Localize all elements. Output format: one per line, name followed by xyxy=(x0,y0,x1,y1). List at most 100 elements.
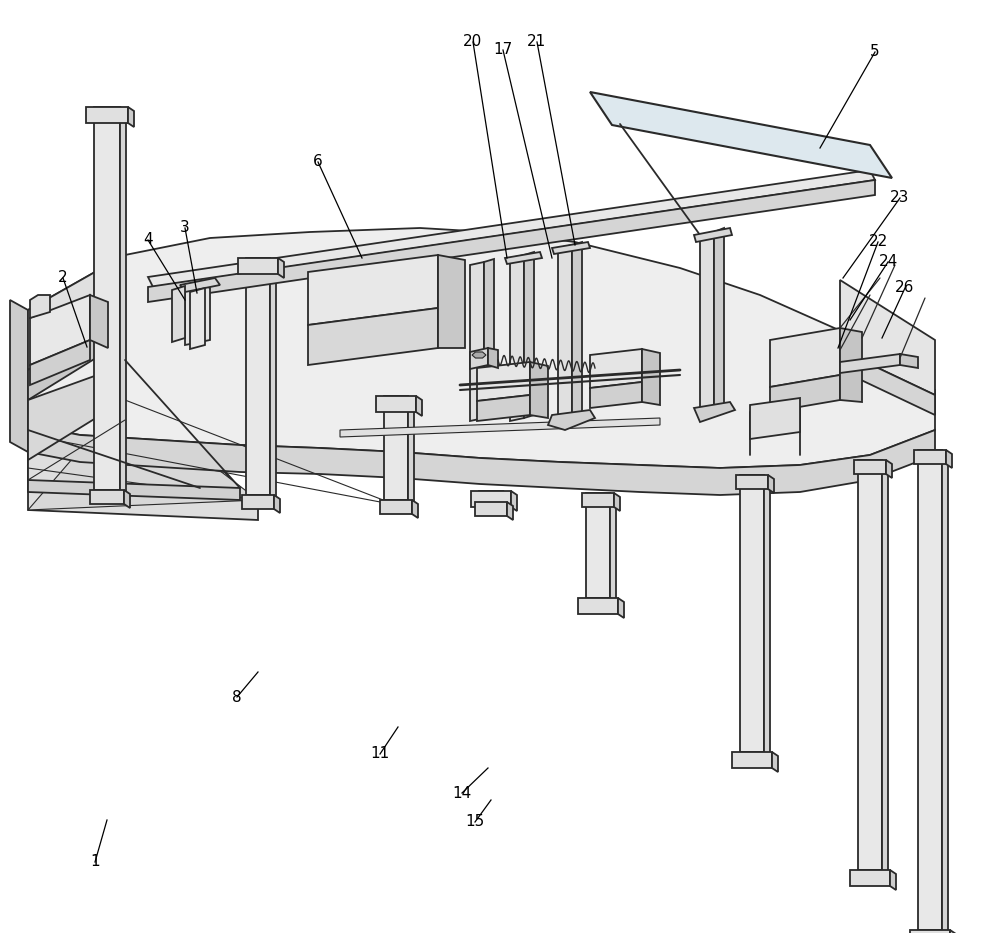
Text: 6: 6 xyxy=(313,155,323,170)
Polygon shape xyxy=(471,491,511,507)
Polygon shape xyxy=(610,493,616,602)
Polygon shape xyxy=(840,350,935,415)
Polygon shape xyxy=(714,228,724,410)
Polygon shape xyxy=(586,493,610,598)
Polygon shape xyxy=(488,348,498,368)
Polygon shape xyxy=(740,475,764,752)
Polygon shape xyxy=(28,480,240,500)
Polygon shape xyxy=(772,752,778,772)
Polygon shape xyxy=(694,402,735,422)
Polygon shape xyxy=(408,396,414,504)
Polygon shape xyxy=(507,502,513,520)
Text: 3: 3 xyxy=(180,220,190,235)
Polygon shape xyxy=(882,460,888,874)
Polygon shape xyxy=(384,396,408,500)
Polygon shape xyxy=(28,228,935,468)
Polygon shape xyxy=(148,170,875,287)
Polygon shape xyxy=(736,475,768,489)
Polygon shape xyxy=(28,310,125,400)
Polygon shape xyxy=(890,870,896,890)
Polygon shape xyxy=(172,286,185,342)
Polygon shape xyxy=(503,491,509,506)
Polygon shape xyxy=(750,398,800,439)
Polygon shape xyxy=(380,500,412,514)
Polygon shape xyxy=(86,107,128,123)
Polygon shape xyxy=(28,398,258,510)
Polygon shape xyxy=(900,354,918,368)
Polygon shape xyxy=(477,395,530,421)
Polygon shape xyxy=(840,280,935,395)
Polygon shape xyxy=(308,255,438,325)
Polygon shape xyxy=(278,258,284,278)
Polygon shape xyxy=(552,242,590,254)
Polygon shape xyxy=(376,396,416,412)
Polygon shape xyxy=(185,283,210,345)
Polygon shape xyxy=(484,259,494,418)
Polygon shape xyxy=(572,242,582,418)
Polygon shape xyxy=(10,300,28,452)
Polygon shape xyxy=(530,362,548,418)
Polygon shape xyxy=(472,352,486,358)
Polygon shape xyxy=(28,365,125,460)
Polygon shape xyxy=(918,450,942,930)
Text: 24: 24 xyxy=(878,255,898,270)
Polygon shape xyxy=(578,598,618,614)
Text: 17: 17 xyxy=(493,43,513,58)
Polygon shape xyxy=(416,396,422,416)
Text: 14: 14 xyxy=(452,786,472,801)
Polygon shape xyxy=(694,228,732,242)
Text: 21: 21 xyxy=(527,35,547,49)
Text: 20: 20 xyxy=(463,35,483,49)
Polygon shape xyxy=(590,92,892,178)
Polygon shape xyxy=(412,500,418,518)
Text: 11: 11 xyxy=(370,746,390,761)
Text: 1: 1 xyxy=(90,855,100,870)
Polygon shape xyxy=(90,490,124,504)
Polygon shape xyxy=(914,450,946,464)
Polygon shape xyxy=(28,355,240,490)
Polygon shape xyxy=(590,349,642,388)
Polygon shape xyxy=(614,493,620,511)
Polygon shape xyxy=(28,425,240,490)
Polygon shape xyxy=(732,752,772,768)
Polygon shape xyxy=(242,495,274,509)
Polygon shape xyxy=(308,308,438,365)
Polygon shape xyxy=(28,255,125,370)
Polygon shape xyxy=(190,288,205,349)
Polygon shape xyxy=(770,328,840,387)
Text: 8: 8 xyxy=(232,689,242,704)
Polygon shape xyxy=(120,107,126,494)
Polygon shape xyxy=(854,460,886,474)
Polygon shape xyxy=(438,255,465,348)
Polygon shape xyxy=(840,328,862,402)
Polygon shape xyxy=(946,450,952,468)
Polygon shape xyxy=(558,245,572,421)
Polygon shape xyxy=(642,349,660,405)
Polygon shape xyxy=(28,430,258,520)
Polygon shape xyxy=(590,382,642,408)
Polygon shape xyxy=(274,495,280,513)
Polygon shape xyxy=(950,930,956,933)
Text: 5: 5 xyxy=(870,45,880,60)
Text: 15: 15 xyxy=(465,815,485,829)
Polygon shape xyxy=(30,295,90,365)
Text: 4: 4 xyxy=(143,232,153,247)
Polygon shape xyxy=(94,107,120,490)
Polygon shape xyxy=(246,258,270,495)
Polygon shape xyxy=(582,493,614,507)
Polygon shape xyxy=(470,348,488,369)
Text: 23: 23 xyxy=(890,190,910,205)
Polygon shape xyxy=(470,262,484,421)
Polygon shape xyxy=(479,491,503,502)
Polygon shape xyxy=(505,252,542,264)
Text: 26: 26 xyxy=(895,281,915,296)
Polygon shape xyxy=(764,475,770,756)
Text: 2: 2 xyxy=(58,271,68,285)
Polygon shape xyxy=(858,460,882,870)
Polygon shape xyxy=(477,362,530,401)
Polygon shape xyxy=(886,460,892,478)
Polygon shape xyxy=(30,340,90,385)
Polygon shape xyxy=(90,295,108,348)
Polygon shape xyxy=(770,375,840,412)
Polygon shape xyxy=(618,598,624,618)
